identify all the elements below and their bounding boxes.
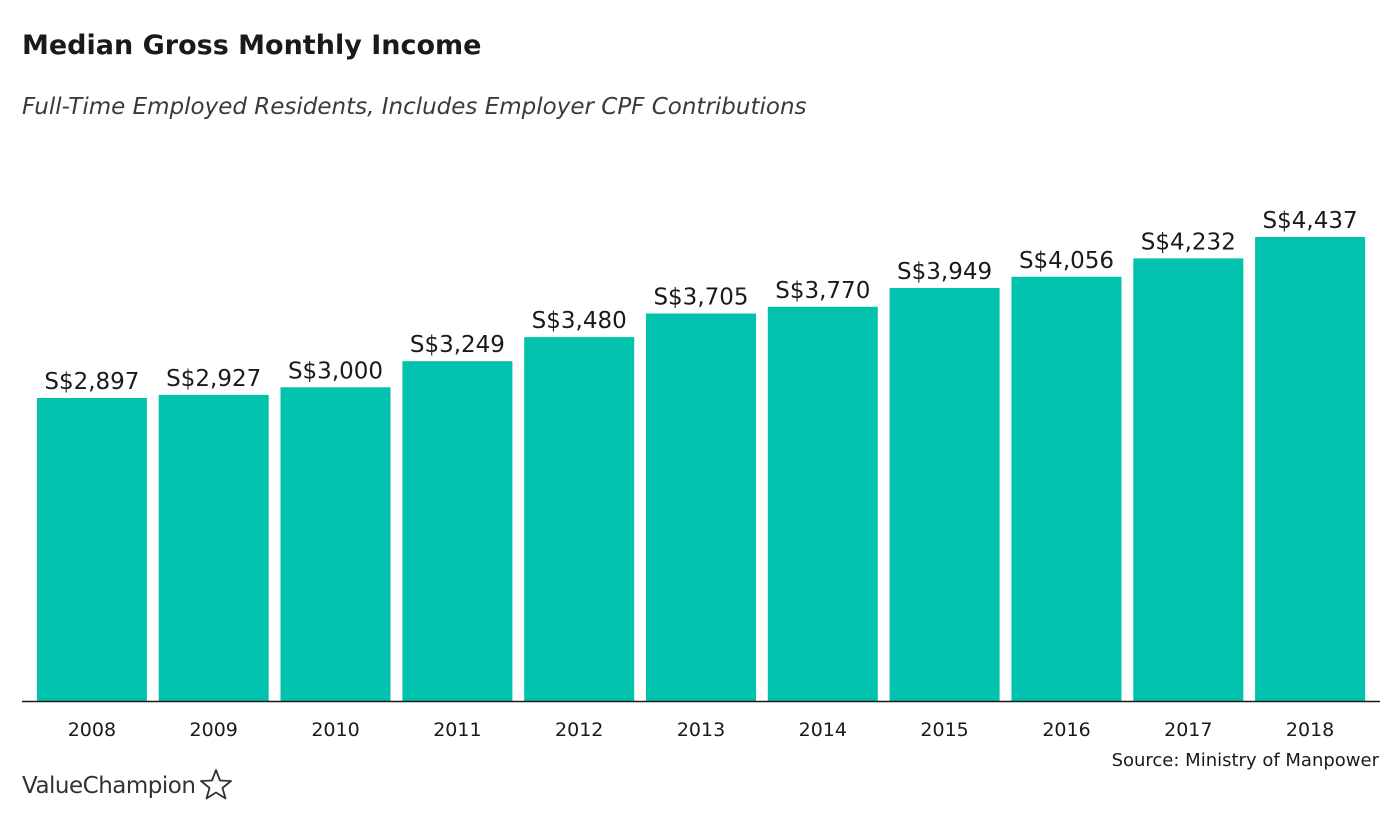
bar-2011 [402,361,513,701]
value-label-2014: S$3,770 [775,278,870,304]
source-note: Source: Ministry of Manpower [1111,750,1379,771]
chart-title: Median Gross Monthly Income [22,30,482,61]
x-tick-label-2014: 2014 [799,719,847,741]
value-label-2015: S$3,949 [897,259,992,285]
x-tick-label-2011: 2011 [433,719,481,741]
x-tick-label-2012: 2012 [555,719,603,741]
x-tick-label-2018: 2018 [1286,719,1334,741]
chart-subtitle: Full-Time Employed Residents, Includes E… [22,94,807,120]
bar-2012 [524,337,635,701]
brand-name: ValueChampion [22,773,196,799]
brand-logo: ValueChampion [22,768,233,804]
value-label-2012: S$3,480 [532,308,627,334]
x-tick-label-2016: 2016 [1042,719,1090,741]
value-label-2009: S$2,927 [166,366,261,392]
value-label-2011: S$3,249 [410,332,505,358]
bar-2008 [36,398,147,701]
bar-2014 [767,306,878,701]
bar-2017 [1133,258,1244,701]
bar-2015 [889,288,1000,701]
bar-2009 [158,394,269,701]
value-label-2017: S$4,232 [1141,229,1236,255]
value-label-2008: S$2,897 [44,369,139,395]
star-outline-icon [199,768,233,804]
x-tick-label-2009: 2009 [190,719,238,741]
value-label-2010: S$3,000 [288,358,383,384]
bar-2016 [1011,276,1122,701]
value-label-2016: S$4,056 [1019,248,1114,274]
bar-2018 [1255,237,1366,701]
x-tick-label-2010: 2010 [311,719,359,741]
x-tick-label-2017: 2017 [1164,719,1212,741]
bar-2010 [280,387,391,701]
x-tick-label-2008: 2008 [68,719,116,741]
x-tick-label-2013: 2013 [677,719,725,741]
value-label-2018: S$4,437 [1263,208,1358,234]
x-tick-label-2015: 2015 [920,719,968,741]
value-label-2013: S$3,705 [653,285,748,311]
bar-2013 [646,313,756,701]
